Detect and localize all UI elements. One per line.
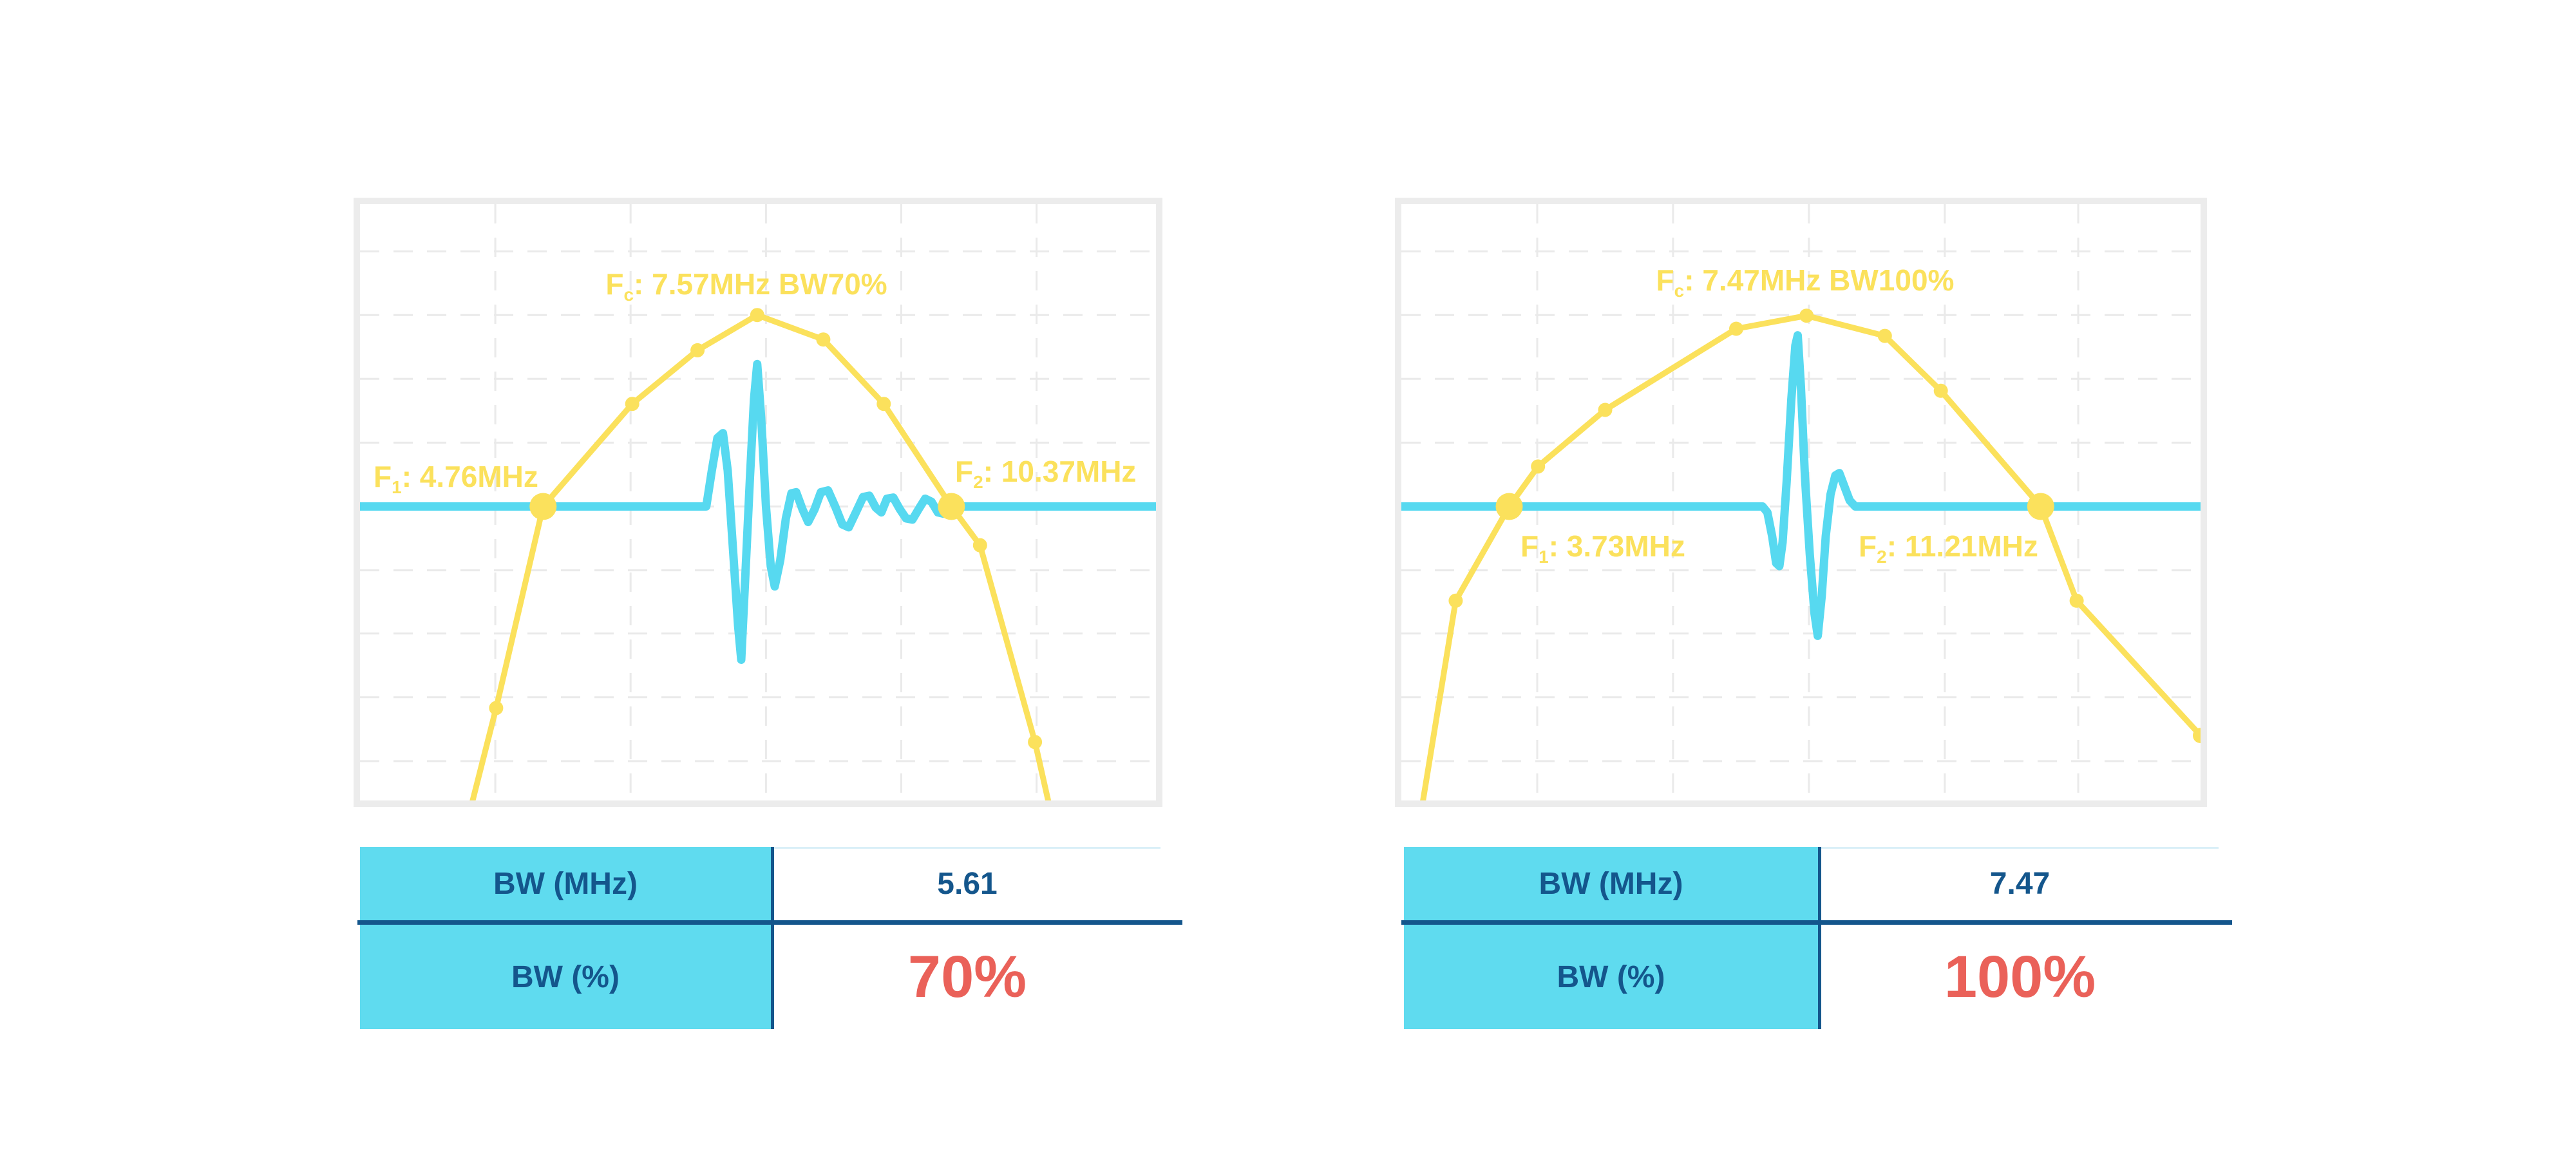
right-spectrum-chart: Fc: 7.47MHz BW100% F1: 3.73MHz F2: 11.21… <box>1395 198 2207 807</box>
spectrum-point <box>816 332 831 347</box>
spectrum-curve <box>469 312 1052 800</box>
left-center-frequency-label: Fc: 7.57MHz BW70% <box>605 267 887 305</box>
bw-mhz-value: 5.61 <box>937 866 998 901</box>
spectrum-curve <box>1420 312 2201 800</box>
cutoff-frequency-point <box>1495 493 1523 520</box>
spectrum-point <box>1531 459 1546 474</box>
spectrum-point <box>2069 593 2084 608</box>
cutoff-frequency-point <box>529 493 557 520</box>
right-chart-canvas <box>1401 204 2201 800</box>
column-divider-line <box>771 847 774 1029</box>
row-divider-line <box>1401 920 2232 925</box>
spectrum-point <box>1877 328 1892 343</box>
spectrum-point <box>750 308 764 323</box>
left-bandwidth-table: BW (MHz) BW (%) 5.61 70% <box>357 846 1182 1032</box>
left-f2-label: F2: 10.37MHz <box>955 454 1137 493</box>
left-spectrum-chart: Fc: 7.57MHz BW70% F1: 4.76MHz F2: 10.37M… <box>354 198 1162 807</box>
bw-percent-label: BW (%) <box>511 960 620 994</box>
spectrum-point <box>1799 308 1814 323</box>
echo-pulse-waveform <box>360 359 1156 664</box>
edge-clipped-point <box>2193 728 2201 744</box>
spectrum-point <box>1933 383 1948 398</box>
bw-mhz-label: BW (MHz) <box>1539 866 1683 901</box>
bw-percent-value: 100% <box>1944 943 2096 1010</box>
left-f1-label: F1: 4.76MHz <box>374 459 538 498</box>
left-chart-canvas <box>360 204 1156 800</box>
spectrum-point <box>489 701 504 715</box>
column-divider-line <box>1818 847 1821 1029</box>
cutoff-frequency-point <box>2027 493 2054 520</box>
right-center-frequency-label: Fc: 7.47MHz BW100% <box>1656 263 1955 301</box>
spectrum-point <box>625 397 639 411</box>
right-f2-label: F2: 11.21MHz <box>1859 529 2038 567</box>
spectrum-point <box>1729 321 1743 336</box>
label-column-background <box>360 847 771 1029</box>
value-column-top-border <box>774 847 1160 849</box>
bw-mhz-label: BW (MHz) <box>493 866 638 901</box>
bw-percent-label: BW (%) <box>1557 960 1665 994</box>
spectrum-point <box>1448 593 1463 608</box>
spectrum-point <box>876 397 891 411</box>
echo-pulse-waveform <box>1401 331 2201 640</box>
spectrum-point <box>1028 735 1043 750</box>
spectrum-point <box>972 538 987 553</box>
bw-mhz-value: 7.47 <box>1989 866 2050 901</box>
bw-percent-value: 70% <box>907 943 1027 1010</box>
label-column-background <box>1404 847 1818 1029</box>
row-divider-line <box>357 920 1182 925</box>
cutoff-frequency-point <box>938 493 965 520</box>
right-f1-label: F1: 3.73MHz <box>1520 529 1685 567</box>
value-column-top-border <box>1821 847 2219 849</box>
right-bandwidth-table: BW (MHz) BW (%) 7.47 100% <box>1401 846 2232 1032</box>
spectrum-point <box>1598 402 1613 417</box>
spectrum-point <box>690 343 705 357</box>
